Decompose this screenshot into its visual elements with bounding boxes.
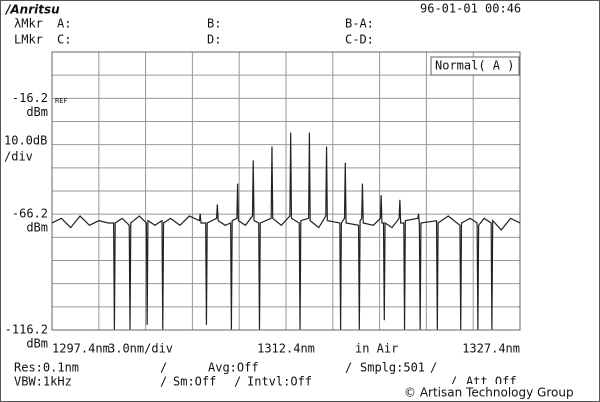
separator: / [430, 361, 437, 375]
datetime: 96-01-01 00:46 [420, 2, 521, 16]
setting: Sm:Off [173, 375, 216, 389]
separator: / [345, 361, 352, 375]
marker-label: λMkr [14, 17, 43, 31]
separator: / [450, 375, 457, 389]
watermark-bg [400, 384, 596, 400]
setting: Intvl:Off [247, 375, 312, 389]
y-tick-label: -66.2 [12, 207, 48, 221]
spectrum-trace [51, 132, 521, 330]
medium-label: in Air [355, 342, 398, 356]
ref-label: REF [55, 97, 68, 105]
y-scale: 10.0dB [4, 134, 47, 148]
mode-box [430, 56, 520, 76]
setting: Smplg:501 [360, 361, 425, 375]
marker-label: A: [57, 17, 71, 31]
separator: / [234, 375, 241, 389]
setting: VBW:1kHz [14, 375, 72, 389]
marker-label: B: [207, 17, 221, 31]
marker-label: B-A: [345, 17, 374, 31]
watermark: © Artisan Technology Group [404, 386, 574, 400]
y-scale-unit: /div [4, 150, 33, 164]
setting: Res:0.1nm [14, 361, 79, 375]
y-tick-label: -16.2 [12, 91, 48, 105]
x-tick-label: 1312.4nm [257, 342, 315, 356]
y-unit: dBm [26, 221, 48, 235]
mode-label: Normal( A ) [435, 59, 514, 73]
marker-label: LMkr [14, 33, 43, 47]
span-label: 3.0nm/div [108, 342, 173, 356]
setting: Avg:Off [208, 361, 259, 375]
plot-frame [51, 51, 521, 331]
y-tick-label: -116.2 [5, 323, 48, 337]
separator: / [160, 361, 167, 375]
x-tick-label: 1297.4nm [52, 342, 110, 356]
marker-label: C: [57, 33, 71, 47]
y-unit: dBm [26, 105, 48, 119]
logo: /Anritsu [4, 3, 60, 17]
marker-label: D: [207, 33, 221, 47]
x-tick-label: 1327.4nm [462, 342, 520, 356]
marker-label: C-D: [345, 33, 374, 47]
y-unit: dBm [26, 337, 48, 351]
separator: / [160, 375, 167, 389]
